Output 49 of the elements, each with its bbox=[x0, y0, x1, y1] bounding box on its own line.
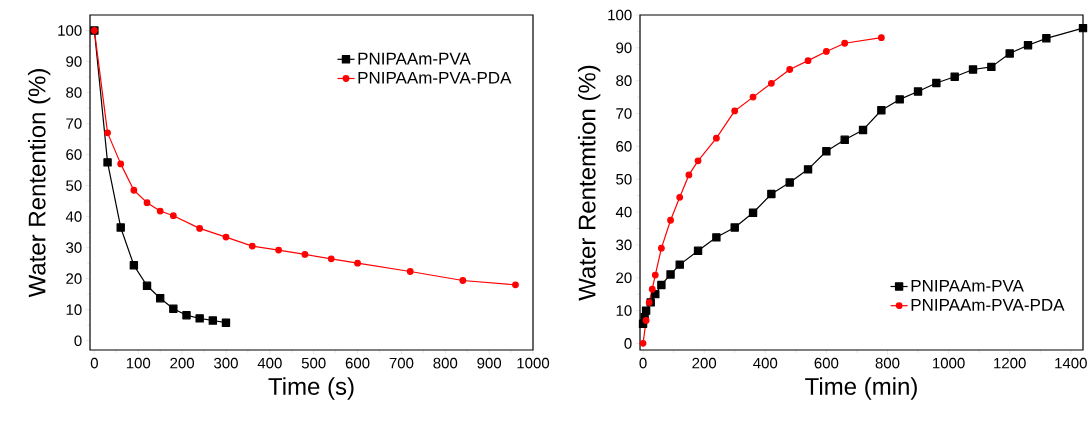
x-tick-label: 1400 bbox=[1055, 357, 1087, 369]
x-tick-label: 400 bbox=[257, 357, 282, 369]
x-tick-label: 700 bbox=[389, 357, 414, 369]
x-tick-label: 100 bbox=[126, 357, 151, 369]
y-tick-label: 60 bbox=[616, 141, 632, 152]
y-tick-label: 30 bbox=[616, 239, 632, 251]
y-tick-label: 70 bbox=[66, 118, 82, 129]
y-tick-label: 90 bbox=[66, 56, 82, 67]
x-tick-label: 300 bbox=[214, 357, 238, 369]
y-tick-label: 50 bbox=[616, 173, 632, 185]
legend-label: PNIPAAm-PVA bbox=[911, 279, 1024, 292]
x-tick-label: 0 bbox=[90, 357, 98, 369]
y-tick-label: 100 bbox=[58, 25, 82, 36]
y-tick-label: 80 bbox=[66, 87, 82, 98]
y-tick-label: 30 bbox=[66, 242, 82, 253]
x-tick-label: 1000 bbox=[517, 357, 550, 369]
x-tick-label: 600 bbox=[814, 357, 839, 369]
x-tick-label: 900 bbox=[477, 357, 502, 369]
y-tick-label: 10 bbox=[616, 305, 632, 316]
y-tick-label: 100 bbox=[608, 9, 632, 21]
x-tick-label: 400 bbox=[753, 357, 778, 369]
y-tick-label: 0 bbox=[624, 338, 632, 349]
x-tick-label: 800 bbox=[875, 357, 900, 369]
y-tick-label: 40 bbox=[615, 206, 632, 218]
y-tick-label: 60 bbox=[66, 149, 82, 160]
x-tick-label: 600 bbox=[345, 357, 370, 369]
legend-label: PNIPAAm-PVA-PDA bbox=[358, 71, 512, 84]
legend-label: PNIPAAm-PVA bbox=[358, 52, 471, 65]
y-tick-label: 80 bbox=[616, 75, 632, 86]
y-tick-label: 40 bbox=[65, 211, 82, 222]
y-tick-label: 90 bbox=[616, 42, 632, 54]
x-axis-title: Time (min) bbox=[805, 377, 917, 400]
y-tick-label: 50 bbox=[66, 180, 82, 191]
x-tick-label: 1000 bbox=[933, 357, 965, 369]
y-tick-label: 10 bbox=[66, 304, 82, 315]
x-axis-title: Time (s) bbox=[268, 377, 354, 400]
y-tick-label: 20 bbox=[616, 272, 632, 284]
y-axis-title: Water Rentemtion (%) bbox=[577, 65, 601, 301]
y-tick-label: 20 bbox=[66, 273, 82, 284]
x-tick-label: 800 bbox=[433, 357, 458, 369]
y-axis-title: Water Rentention (%) bbox=[27, 69, 51, 298]
x-tick-label: 200 bbox=[170, 357, 195, 369]
x-tick-label: 200 bbox=[692, 357, 717, 369]
x-tick-label: 500 bbox=[301, 357, 326, 369]
y-tick-label: 0 bbox=[74, 335, 82, 346]
y-tick-label: 70 bbox=[616, 108, 632, 119]
legend-label: PNIPAAm-PVA-PDA bbox=[911, 299, 1065, 311]
x-tick-label: 1200 bbox=[994, 357, 1026, 369]
x-tick-label: 0 bbox=[639, 357, 647, 369]
